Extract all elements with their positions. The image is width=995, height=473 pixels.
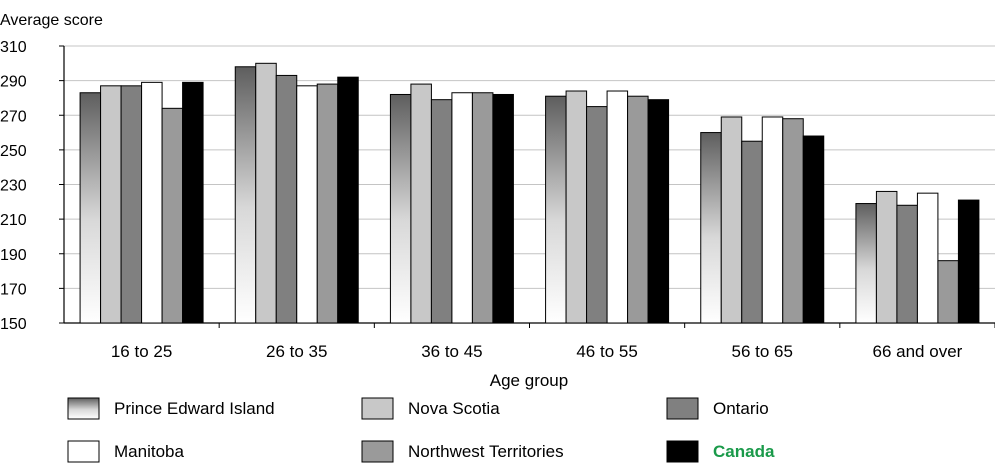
bar: [79, 92, 102, 324]
legend-label: Prince Edward Island: [114, 399, 275, 418]
y-tick-label: 210: [0, 212, 27, 229]
y-axis-title: Average score: [0, 12, 103, 29]
x-tick-label: 46 to 55: [576, 342, 637, 361]
bar: [720, 116, 743, 324]
bar: [957, 199, 980, 324]
x-tick-label: 36 to 45: [421, 342, 482, 361]
bars: [79, 62, 980, 324]
bar: [855, 203, 877, 324]
legend-swatch: [67, 397, 100, 420]
bar: [100, 85, 122, 324]
bar: [141, 81, 163, 324]
bar: [761, 116, 784, 324]
bar: [565, 90, 588, 324]
y-tick-label: 170: [0, 281, 27, 298]
bar: [471, 92, 494, 324]
bar: [782, 118, 804, 324]
y-tick-label: 150: [0, 316, 27, 333]
y-tick-label: 250: [0, 143, 27, 160]
bar: [916, 192, 939, 324]
bar: [410, 83, 432, 324]
bar: [296, 85, 318, 324]
legend: Prince Edward Island Nova Scotia Ontario Ma…: [67, 397, 775, 463]
bar: [586, 106, 608, 324]
x-tick-label: 16 to 25: [111, 342, 172, 361]
x-tick-label: 56 to 65: [732, 342, 793, 361]
y-tick-label: 290: [0, 74, 27, 91]
x-axis-labels: 16 to 25 26 to 35 36 to 45 46 to 55 56 to 65…: [111, 323, 995, 361]
y-tick-label: 310: [0, 39, 27, 56]
legend-label: Manitoba: [114, 442, 184, 461]
legend-label: Canada: [713, 442, 775, 461]
legend-swatch: [361, 440, 394, 463]
bar: [255, 62, 277, 324]
bar: [492, 93, 514, 324]
bar: [627, 95, 649, 324]
y-tick-label: 230: [0, 178, 27, 195]
gridlines: [64, 45, 995, 289]
bar: [161, 107, 184, 324]
bar: [741, 140, 763, 324]
bar: [316, 83, 339, 324]
bar: [700, 132, 722, 324]
bar: [802, 135, 825, 324]
legend-label: Ontario: [713, 399, 769, 418]
bar: [337, 76, 359, 324]
bar: [451, 92, 473, 324]
bar: [275, 74, 298, 324]
bar: [896, 204, 918, 324]
legend-label: Northwest Territories: [408, 442, 564, 461]
bar: [545, 95, 567, 324]
y-tick-label: 270: [0, 108, 27, 125]
legend-label: Nova Scotia: [408, 399, 500, 418]
bar: [647, 99, 670, 324]
x-tick-label: 26 to 35: [266, 342, 327, 361]
bar: [389, 93, 412, 324]
y-tick-label: 190: [0, 247, 27, 264]
x-axis-title: Age group: [490, 371, 568, 390]
legend-swatch: [67, 440, 100, 463]
bar: [234, 66, 257, 324]
bar: [937, 260, 959, 324]
bar: [182, 81, 204, 324]
bar: [120, 85, 143, 324]
bar: [606, 90, 629, 324]
legend-swatch: [666, 397, 699, 420]
x-tick-label: 66 and over: [873, 342, 963, 361]
legend-swatch: [666, 440, 699, 463]
legend-swatch: [361, 397, 394, 420]
bar: [875, 190, 898, 324]
bar: [430, 99, 453, 324]
